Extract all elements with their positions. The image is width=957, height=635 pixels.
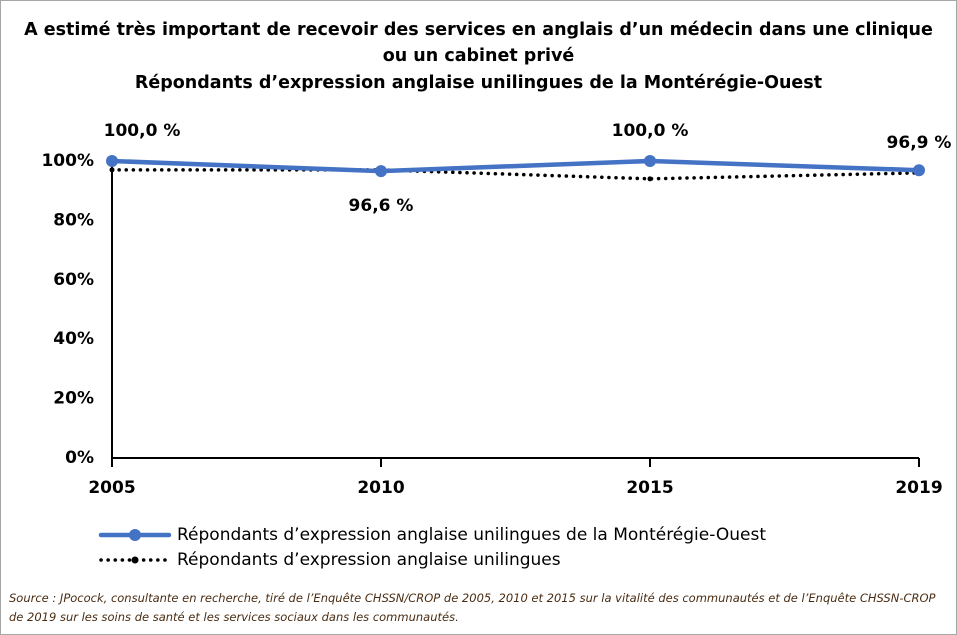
series-marker bbox=[913, 164, 925, 177]
x-tick-label: 2019 bbox=[895, 478, 942, 498]
y-tick-label: 80% bbox=[53, 210, 94, 230]
data-label: 100,0 % bbox=[104, 121, 181, 141]
x-tick-label: 2005 bbox=[88, 478, 135, 498]
data-label: 96,6 % bbox=[349, 196, 414, 216]
data-label: 100,0 % bbox=[612, 121, 689, 141]
series-line bbox=[109, 158, 922, 174]
series-marker bbox=[644, 155, 656, 167]
series-marker bbox=[109, 167, 115, 173]
series-marker bbox=[647, 176, 653, 182]
chart-title: A estimé très important de recevoir des … bbox=[24, 20, 933, 66]
series-line bbox=[110, 168, 921, 181]
legend-marker bbox=[129, 529, 141, 541]
x-tick-label: 2015 bbox=[626, 478, 673, 498]
legend-marker bbox=[131, 556, 139, 564]
y-tick-label: 20% bbox=[53, 389, 94, 409]
y-tick-label: 40% bbox=[53, 329, 94, 349]
legend-label: Répondants d’expression anglaise uniling… bbox=[177, 525, 766, 545]
x-tick-label: 2010 bbox=[357, 478, 404, 498]
y-tick-label: 0% bbox=[65, 448, 94, 468]
data-label: 96,9 % bbox=[887, 133, 952, 153]
series-marker bbox=[106, 155, 118, 167]
series-marker bbox=[375, 165, 387, 178]
chart-subtitle: Répondants d’expression anglaise uniling… bbox=[134, 73, 823, 93]
source-note: Source : JPocock, consultante en recherc… bbox=[9, 591, 936, 624]
y-tick-label: 60% bbox=[53, 270, 94, 290]
y-tick-label: 100% bbox=[41, 151, 94, 171]
legend-label: Répondants d’expression anglaise uniling… bbox=[177, 550, 561, 570]
